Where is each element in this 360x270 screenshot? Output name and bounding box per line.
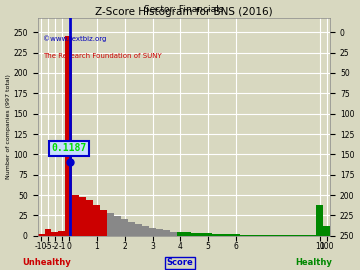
Bar	[323, 226, 330, 236]
Text: Sector: Financials: Sector: Financials	[144, 5, 224, 14]
Bar	[100, 210, 107, 236]
Bar	[66, 36, 72, 236]
Bar	[177, 232, 184, 236]
Bar	[205, 233, 212, 236]
Bar	[296, 235, 302, 236]
Bar	[184, 232, 191, 236]
Bar	[247, 235, 253, 236]
Bar	[253, 235, 261, 236]
Bar	[37, 234, 45, 236]
Text: ©www.textbiz.org: ©www.textbiz.org	[44, 35, 107, 42]
Bar	[135, 224, 142, 236]
Y-axis label: Number of companies (997 total): Number of companies (997 total)	[5, 74, 10, 179]
Title: Z-Score Histogram for BNS (2016): Z-Score Histogram for BNS (2016)	[95, 7, 273, 17]
Bar	[79, 197, 86, 236]
Bar	[121, 220, 128, 236]
Bar	[309, 235, 316, 236]
Bar	[86, 200, 93, 236]
Bar	[219, 234, 226, 236]
Bar	[163, 230, 170, 236]
Bar	[45, 229, 51, 236]
Bar	[274, 235, 282, 236]
Bar	[72, 195, 79, 236]
Bar	[282, 235, 288, 236]
Text: Healthy: Healthy	[295, 258, 332, 267]
Bar	[233, 234, 240, 236]
Bar	[58, 231, 66, 236]
Bar	[107, 213, 114, 236]
Bar	[93, 205, 100, 236]
Bar	[191, 233, 198, 236]
Bar	[51, 232, 58, 236]
Bar	[170, 232, 177, 236]
Bar	[142, 226, 149, 236]
Bar	[267, 235, 274, 236]
Bar	[302, 235, 309, 236]
Bar	[212, 234, 219, 236]
Text: Score: Score	[167, 258, 193, 267]
Bar	[128, 222, 135, 236]
Text: Unhealthy: Unhealthy	[22, 258, 71, 267]
Bar	[261, 235, 267, 236]
Bar	[156, 229, 163, 236]
Bar	[240, 235, 247, 236]
Bar	[114, 216, 121, 236]
Text: 0.1187: 0.1187	[51, 143, 87, 153]
Bar	[198, 233, 205, 236]
Bar	[288, 235, 296, 236]
Bar	[226, 234, 233, 236]
Bar	[316, 205, 323, 236]
Text: The Research Foundation of SUNY: The Research Foundation of SUNY	[44, 53, 162, 59]
Bar	[149, 228, 156, 236]
